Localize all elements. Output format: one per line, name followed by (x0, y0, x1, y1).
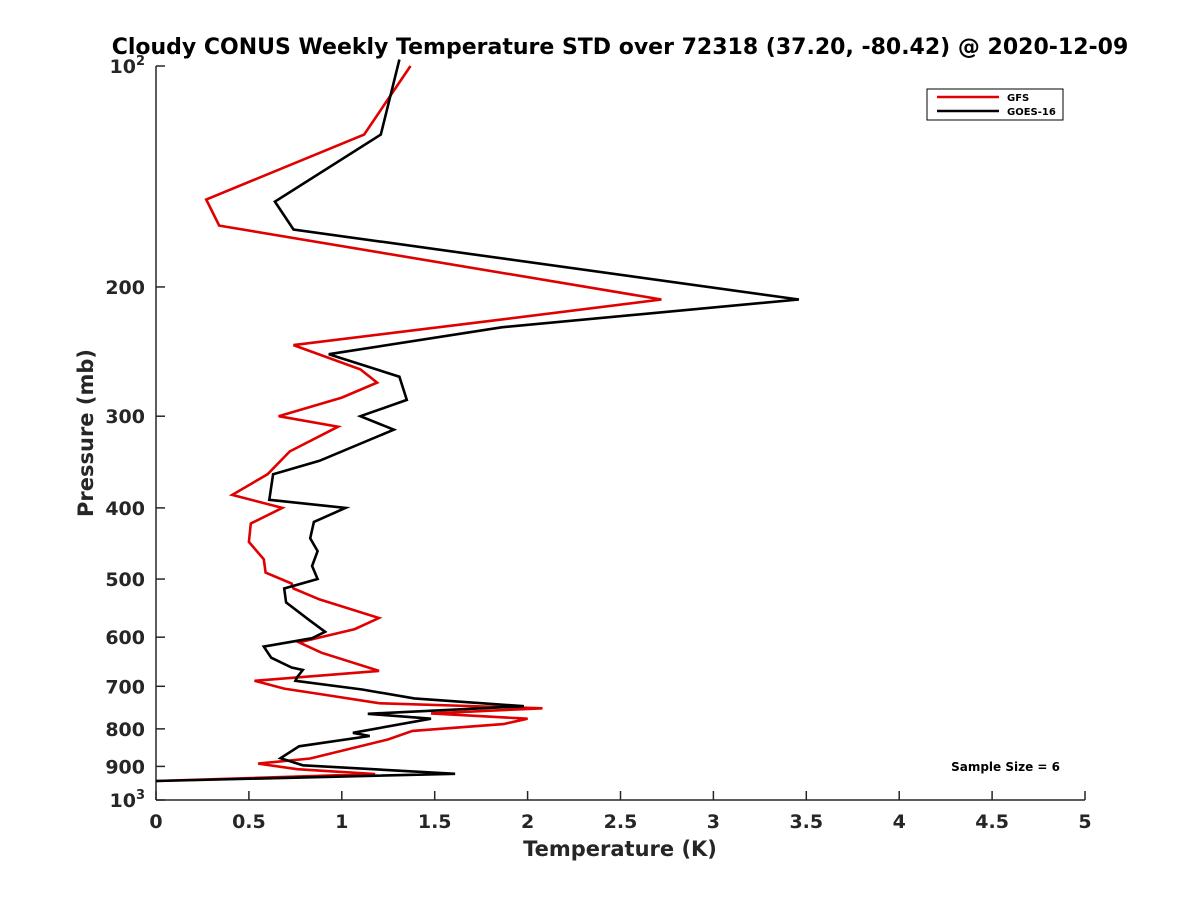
y-tick-label: 900 (105, 756, 145, 778)
y-tick-label: 600 (105, 627, 145, 649)
x-tick-label: 4.5 (975, 811, 1009, 833)
y-tick-label: 103 (110, 788, 146, 812)
x-tick-label: 4 (893, 811, 906, 833)
y-tick-label: 300 (105, 406, 145, 428)
x-tick-label: 5 (1078, 811, 1091, 833)
y-tick-label: 500 (105, 569, 145, 591)
x-tick-label: 2.5 (604, 811, 638, 833)
legend: GFS GOES-16 (926, 88, 1064, 121)
x-tick-label: 3 (707, 811, 720, 833)
x-tick-label: 1 (335, 811, 348, 833)
x-tick-label: 3.5 (789, 811, 823, 833)
x-tick-label: 0.5 (232, 811, 266, 833)
y-tick-label: 700 (105, 676, 145, 698)
sample-size-annotation: Sample Size = 6 (951, 760, 1060, 774)
series-line-goes16 (155, 59, 800, 783)
y-tick-label: 400 (105, 498, 145, 520)
y-tick-label: 200 (105, 277, 145, 299)
legend-box (926, 88, 1064, 121)
legend-label-goes16: GOES-16 (1007, 107, 1056, 118)
y-tick-label: 800 (105, 719, 145, 741)
y-axis-label: Pressure (mb) (74, 349, 98, 517)
x-axis-ticks: 0 0.5 1 1.5 2 2.5 3 3.5 4 4.5 5 (149, 791, 1092, 833)
chart-title: Cloudy CONUS Weekly Temperature STD over… (112, 35, 1129, 60)
legend-label-gfs: GFS (1007, 93, 1029, 104)
y-tick-label: 102 (110, 54, 146, 78)
x-tick-label: 1.5 (418, 811, 452, 833)
x-tick-label: 2 (521, 811, 534, 833)
y-axis-ticks: 102 200 300 400 500 600 700 800 900 103 (105, 54, 165, 812)
x-tick-label: 0 (149, 811, 162, 833)
x-axis-label: Temperature (K) (523, 837, 717, 861)
series-line-gfs (155, 65, 662, 783)
series-layer (155, 59, 800, 783)
